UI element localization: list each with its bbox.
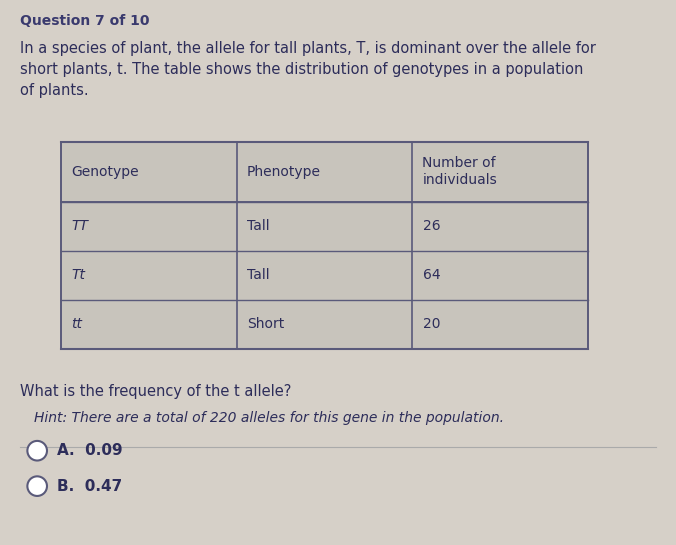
Text: Tall: Tall (247, 219, 269, 233)
Text: Number of
individuals: Number of individuals (422, 156, 498, 187)
Text: 64: 64 (422, 268, 440, 282)
Text: B.  0.47: B. 0.47 (57, 479, 123, 494)
Text: Hint: There are a total of 220 alleles for this gene in the population.: Hint: There are a total of 220 alleles f… (34, 411, 504, 426)
Text: TT: TT (71, 219, 88, 233)
Text: 26: 26 (422, 219, 440, 233)
Text: Genotype: Genotype (71, 165, 139, 179)
Text: 20: 20 (422, 317, 440, 331)
Text: In a species of plant, the allele for tall plants, T, is dominant over the allel: In a species of plant, the allele for ta… (20, 41, 596, 98)
Text: Phenotype: Phenotype (247, 165, 320, 179)
Text: Question 7 of 10: Question 7 of 10 (20, 14, 150, 28)
Text: tt: tt (71, 317, 82, 331)
Text: Tt: Tt (71, 268, 85, 282)
Text: A.  0.09: A. 0.09 (57, 443, 123, 458)
Text: Short: Short (247, 317, 284, 331)
Text: What is the frequency of the t allele?: What is the frequency of the t allele? (20, 384, 291, 399)
Text: Tall: Tall (247, 268, 269, 282)
